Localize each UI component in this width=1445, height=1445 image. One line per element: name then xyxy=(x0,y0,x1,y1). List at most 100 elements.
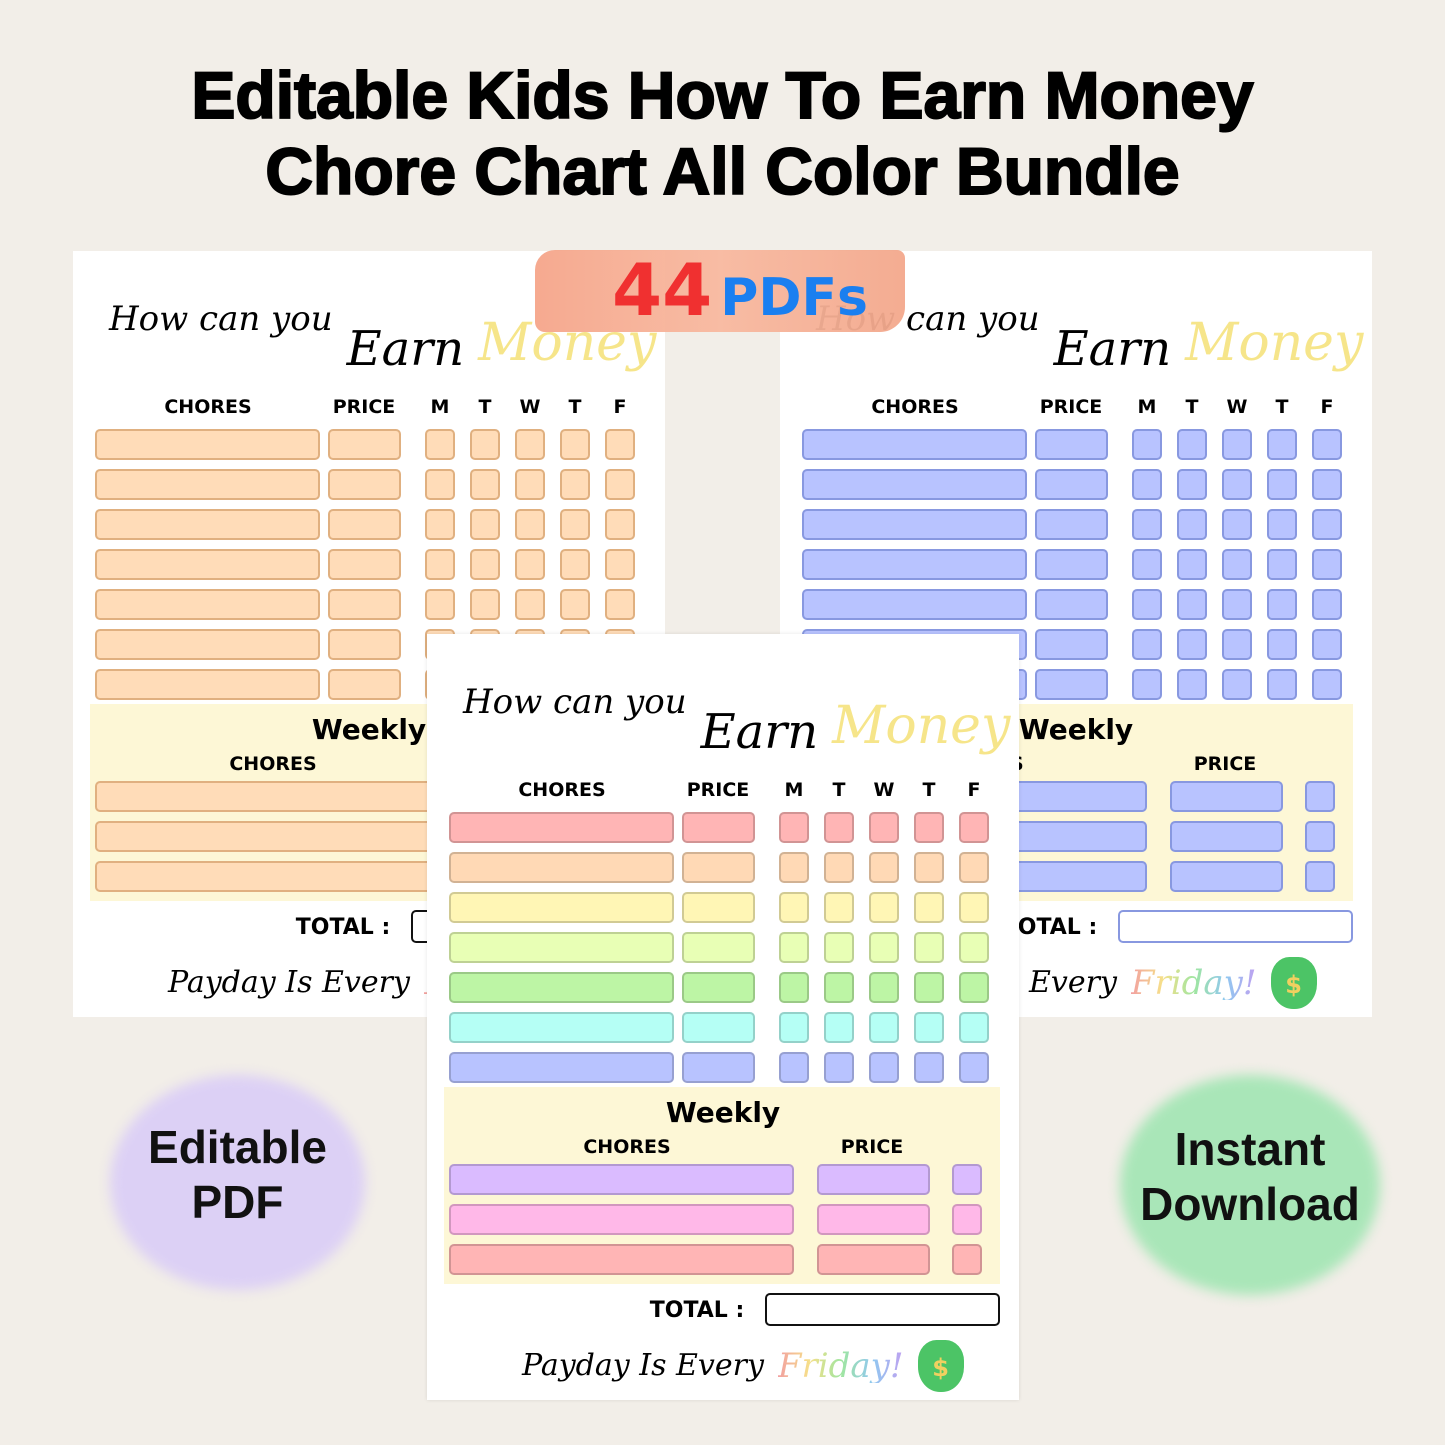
day-checkbox[interactable] xyxy=(605,509,635,540)
day-checkbox[interactable] xyxy=(824,1052,854,1083)
price-field[interactable] xyxy=(682,852,755,883)
price-field[interactable] xyxy=(682,1012,755,1043)
chore-field[interactable] xyxy=(95,549,320,580)
price-field[interactable] xyxy=(1035,669,1108,700)
day-checkbox[interactable] xyxy=(515,549,545,580)
day-checkbox[interactable] xyxy=(1222,509,1252,540)
day-checkbox[interactable] xyxy=(515,509,545,540)
day-checkbox[interactable] xyxy=(1177,589,1207,620)
day-checkbox[interactable] xyxy=(1267,509,1297,540)
chore-field[interactable] xyxy=(449,1012,674,1043)
day-checkbox[interactable] xyxy=(1267,429,1297,460)
day-checkbox[interactable] xyxy=(779,932,809,963)
price-field[interactable] xyxy=(328,629,401,660)
day-checkbox[interactable] xyxy=(824,892,854,923)
day-checkbox[interactable] xyxy=(869,1052,899,1083)
day-checkbox[interactable] xyxy=(959,812,989,843)
price-field[interactable] xyxy=(1035,549,1108,580)
price-field[interactable] xyxy=(328,429,401,460)
day-checkbox[interactable] xyxy=(1312,549,1342,580)
chore-field[interactable] xyxy=(449,892,674,923)
price-field[interactable] xyxy=(1035,629,1108,660)
weekly-checkbox[interactable] xyxy=(952,1164,982,1195)
day-checkbox[interactable] xyxy=(515,429,545,460)
day-checkbox[interactable] xyxy=(560,469,590,500)
chore-field[interactable] xyxy=(449,812,674,843)
day-checkbox[interactable] xyxy=(425,429,455,460)
day-checkbox[interactable] xyxy=(605,589,635,620)
price-field[interactable] xyxy=(1035,469,1108,500)
day-checkbox[interactable] xyxy=(470,509,500,540)
day-checkbox[interactable] xyxy=(1267,549,1297,580)
day-checkbox[interactable] xyxy=(1177,469,1207,500)
day-checkbox[interactable] xyxy=(1312,669,1342,700)
day-checkbox[interactable] xyxy=(560,549,590,580)
weekly-chore-field[interactable] xyxy=(95,861,440,892)
price-field[interactable] xyxy=(328,589,401,620)
day-checkbox[interactable] xyxy=(779,852,809,883)
price-field[interactable] xyxy=(1035,429,1108,460)
chore-field[interactable] xyxy=(802,549,1027,580)
total-field[interactable] xyxy=(765,1293,1000,1326)
day-checkbox[interactable] xyxy=(1132,549,1162,580)
weekly-price-field[interactable] xyxy=(817,1164,930,1195)
day-checkbox[interactable] xyxy=(425,549,455,580)
price-field[interactable] xyxy=(682,972,755,1003)
day-checkbox[interactable] xyxy=(824,812,854,843)
weekly-checkbox[interactable] xyxy=(1305,781,1335,812)
price-field[interactable] xyxy=(328,509,401,540)
day-checkbox[interactable] xyxy=(515,469,545,500)
day-checkbox[interactable] xyxy=(560,589,590,620)
day-checkbox[interactable] xyxy=(1312,589,1342,620)
day-checkbox[interactable] xyxy=(779,972,809,1003)
day-checkbox[interactable] xyxy=(1177,549,1207,580)
day-checkbox[interactable] xyxy=(959,852,989,883)
day-checkbox[interactable] xyxy=(824,932,854,963)
day-checkbox[interactable] xyxy=(1177,509,1207,540)
day-checkbox[interactable] xyxy=(959,932,989,963)
total-field[interactable] xyxy=(1118,910,1353,943)
day-checkbox[interactable] xyxy=(470,469,500,500)
day-checkbox[interactable] xyxy=(1222,669,1252,700)
price-field[interactable] xyxy=(1035,589,1108,620)
day-checkbox[interactable] xyxy=(914,932,944,963)
day-checkbox[interactable] xyxy=(869,932,899,963)
day-checkbox[interactable] xyxy=(914,972,944,1003)
day-checkbox[interactable] xyxy=(1267,589,1297,620)
day-checkbox[interactable] xyxy=(779,1012,809,1043)
day-checkbox[interactable] xyxy=(824,1012,854,1043)
day-checkbox[interactable] xyxy=(869,852,899,883)
chore-field[interactable] xyxy=(802,509,1027,540)
weekly-price-field[interactable] xyxy=(817,1244,930,1275)
chore-field[interactable] xyxy=(95,669,320,700)
day-checkbox[interactable] xyxy=(1312,469,1342,500)
weekly-chore-field[interactable] xyxy=(95,821,440,852)
day-checkbox[interactable] xyxy=(914,892,944,923)
price-field[interactable] xyxy=(328,549,401,580)
chore-field[interactable] xyxy=(802,589,1027,620)
day-checkbox[interactable] xyxy=(959,972,989,1003)
day-checkbox[interactable] xyxy=(1177,629,1207,660)
day-checkbox[interactable] xyxy=(959,1052,989,1083)
chore-field[interactable] xyxy=(95,589,320,620)
day-checkbox[interactable] xyxy=(425,469,455,500)
day-checkbox[interactable] xyxy=(1222,429,1252,460)
day-checkbox[interactable] xyxy=(869,812,899,843)
day-checkbox[interactable] xyxy=(560,509,590,540)
price-field[interactable] xyxy=(682,812,755,843)
day-checkbox[interactable] xyxy=(779,892,809,923)
day-checkbox[interactable] xyxy=(1132,589,1162,620)
day-checkbox[interactable] xyxy=(425,509,455,540)
day-checkbox[interactable] xyxy=(1222,589,1252,620)
day-checkbox[interactable] xyxy=(605,549,635,580)
weekly-price-field[interactable] xyxy=(1170,821,1283,852)
weekly-checkbox[interactable] xyxy=(1305,861,1335,892)
day-checkbox[interactable] xyxy=(869,972,899,1003)
day-checkbox[interactable] xyxy=(1312,629,1342,660)
day-checkbox[interactable] xyxy=(779,812,809,843)
day-checkbox[interactable] xyxy=(914,852,944,883)
weekly-chore-field[interactable] xyxy=(449,1204,794,1235)
day-checkbox[interactable] xyxy=(605,429,635,460)
chore-field[interactable] xyxy=(449,972,674,1003)
weekly-chore-field[interactable] xyxy=(95,781,440,812)
